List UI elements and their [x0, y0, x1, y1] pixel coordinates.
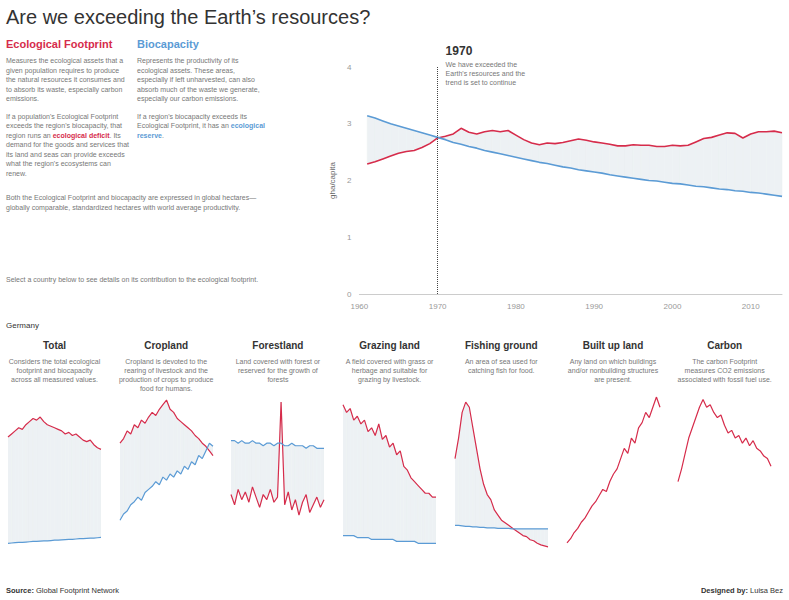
html-text:Measures the ecological assets: Measures the ecological assets that a gi… — [6, 57, 125, 102]
html-text:Grazing land: Grazing land — [359, 340, 420, 351]
html-text:Represents the productivity of: Represents the productivity of its ecolo… — [137, 57, 260, 102]
svg-text:1: 1 — [347, 233, 352, 242]
svg-text:2010: 2010 — [742, 302, 760, 311]
html-text:Select a country below to see: Select a country below to see details on… — [6, 276, 259, 283]
html-text:Cropland is devoted to the rea: Cropland is devoted to the rearing of li… — [118, 358, 214, 392]
svg-text:1960: 1960 — [350, 302, 368, 311]
html-text:Biocapacity: Biocapacity — [137, 38, 199, 50]
html-text:If a population's Ecological F: If a population's Ecological Footprint e… — [6, 112, 129, 177]
html-text:Designed by: Luisa Bez: Designed by: Luisa Bez — [700, 586, 783, 595]
svg-text:2000: 2000 — [664, 302, 682, 311]
html-text:Built up land: Built up land — [582, 340, 644, 351]
svg-text:2: 2 — [347, 176, 352, 185]
html-text:If a region's biocapacity exce: If a region's biocapacity exceeds its Ec… — [137, 112, 265, 139]
html-text:Forestland: Forestland — [252, 340, 304, 351]
html-text:Considers the total ecological: Considers the total ecological footprint… — [8, 358, 101, 383]
html-text:Are we exceeding the Earth’s r: Are we exceeding the Earth’s resources? — [6, 6, 371, 28]
svg-text:1980: 1980 — [507, 302, 525, 311]
html-text:Cropland: Cropland — [144, 340, 189, 351]
svg-text:gha/capita: gha/capita — [328, 161, 337, 198]
html-text:We have exceeded the Earth's r: We have exceeded the Earth's resources a… — [445, 61, 526, 86]
html-text:Germany: Germany — [6, 321, 39, 330]
html-text:Land covered with forest or re: Land covered with forest or reserved for… — [235, 358, 321, 383]
svg-text:1970: 1970 — [429, 302, 447, 311]
html-text:A field covered with grass or: A field covered with grass or herbage an… — [345, 358, 434, 383]
svg-text:0: 0 — [347, 290, 352, 299]
html-text:1970: 1970 — [445, 44, 473, 58]
html-text:Both the Ecological Footprint: Both the Ecological Footprint and biocap… — [6, 194, 257, 211]
html-text:Fishing ground: Fishing ground — [464, 340, 538, 351]
html-text:Any land on which buildings an: Any land on which buildings and/or nonbu… — [567, 358, 659, 383]
html-text:Total: Total — [42, 340, 67, 351]
html-text:Source: Global Footprint Netwo: Source: Global Footprint Network — [6, 586, 119, 595]
svg-text:1990: 1990 — [585, 302, 603, 311]
html-text:The carbon Footprint measures: The carbon Footprint measures CO2 emissi… — [677, 358, 772, 383]
html-text:Ecological Footprint: Ecological Footprint — [6, 38, 113, 50]
svg-text:4: 4 — [347, 63, 352, 72]
html-text:Carbon: Carbon — [707, 340, 743, 351]
html-text:An area of sea used for catchi: An area of sea used for catching fish fo… — [464, 358, 538, 374]
svg-text:3: 3 — [347, 119, 352, 128]
